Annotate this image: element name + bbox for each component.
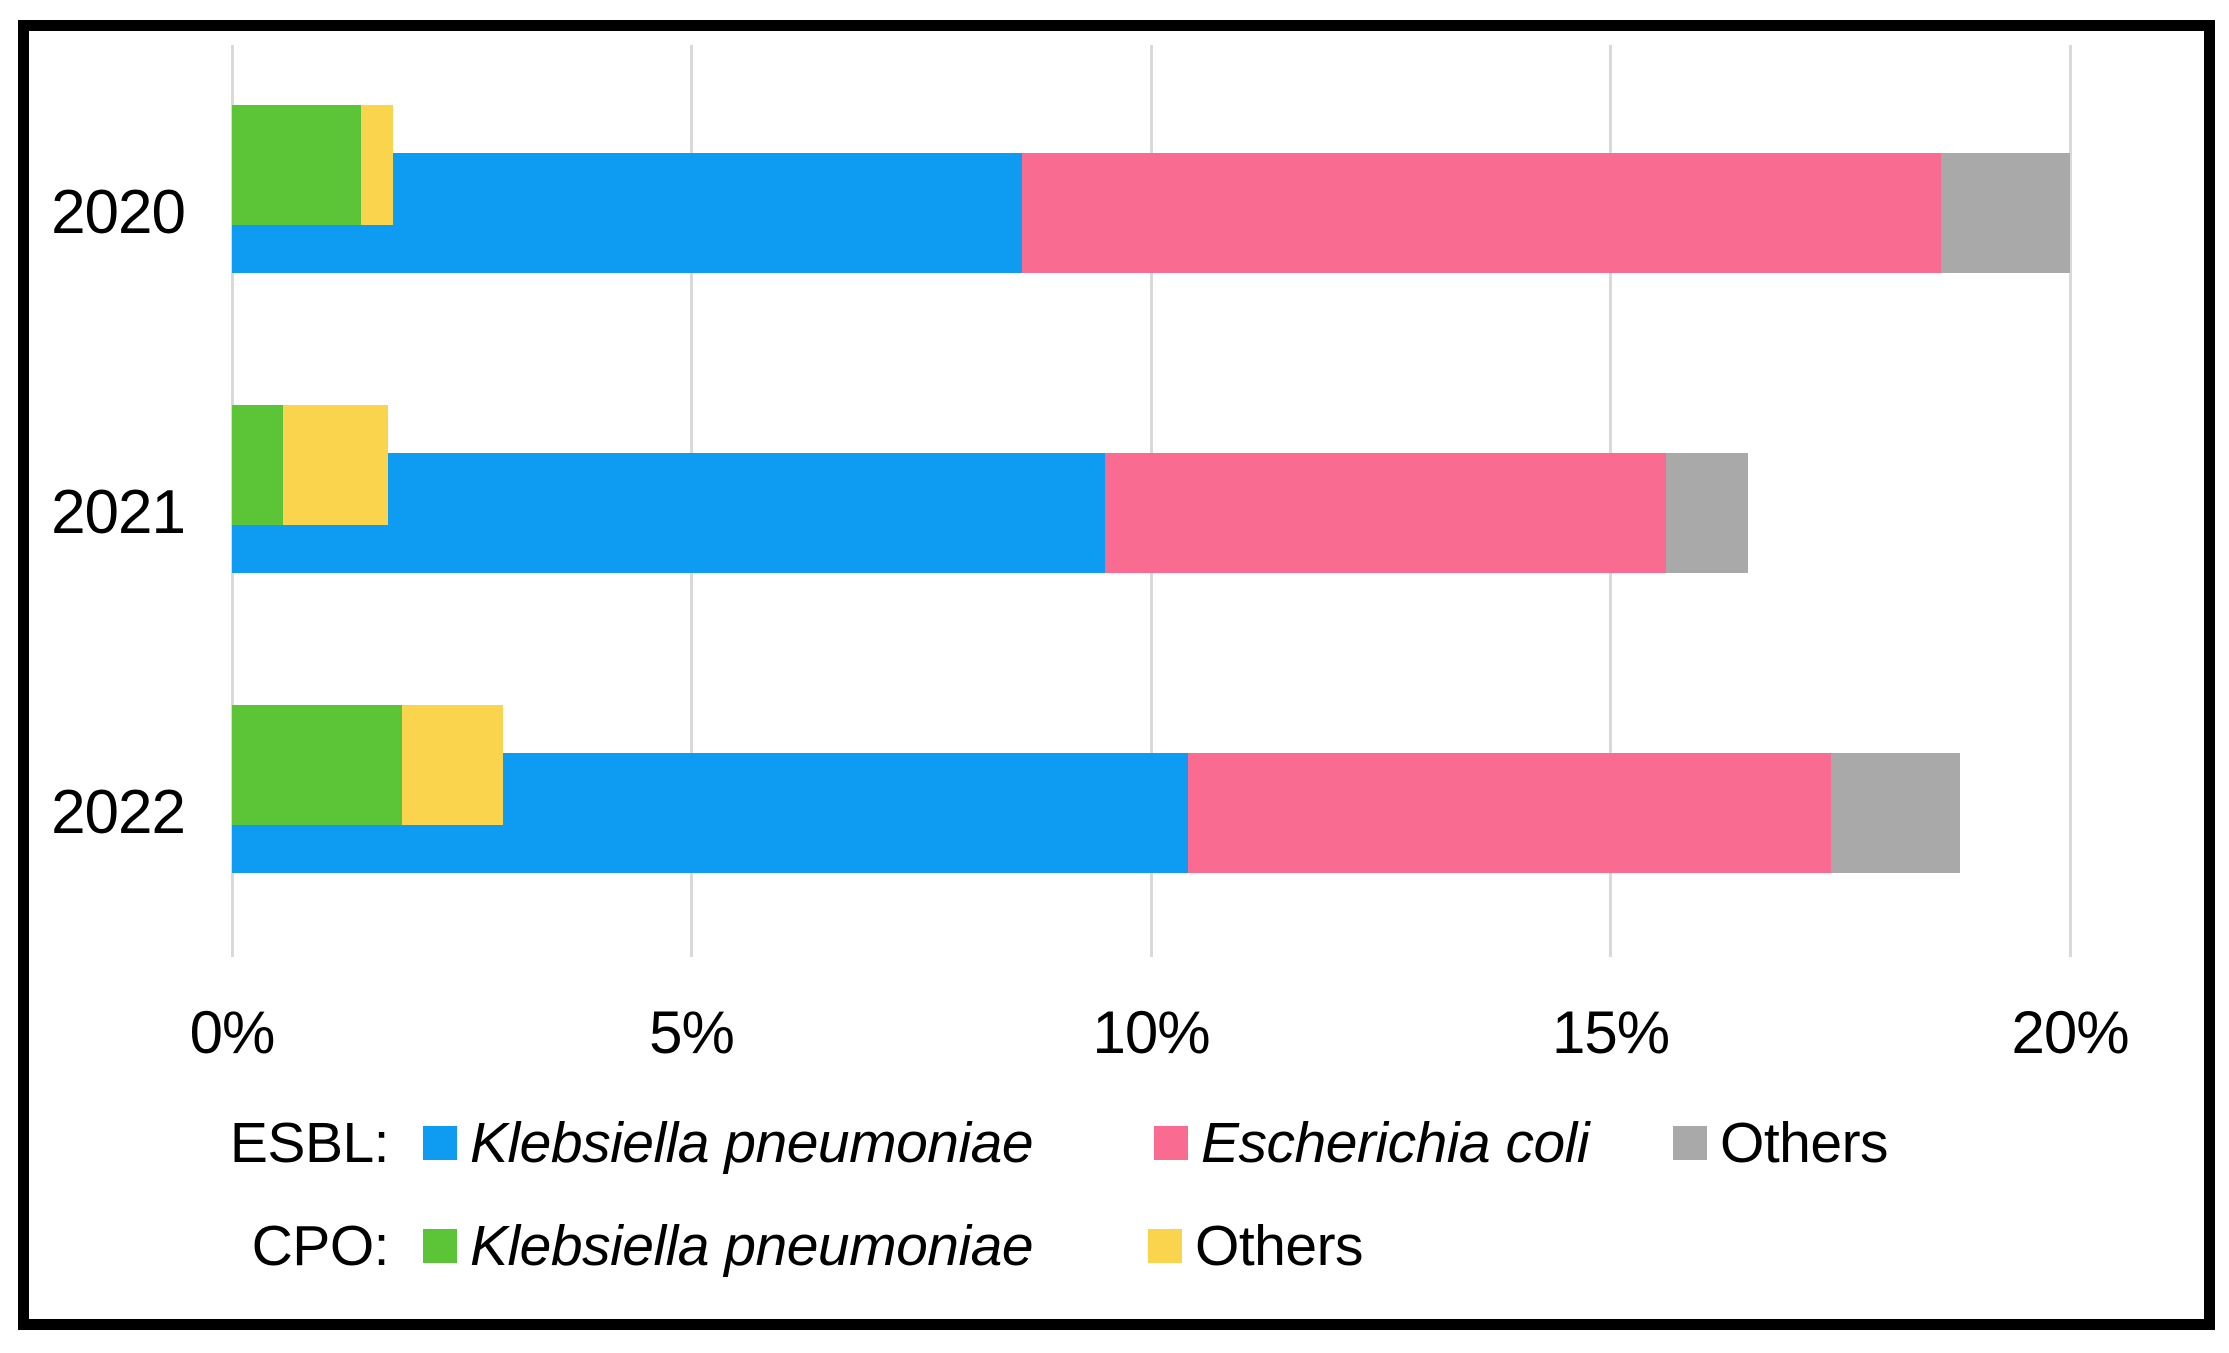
chart-border-frame [18,20,2215,1330]
year-label-2021: 2021 [51,478,186,547]
gridline-20% [2068,45,2072,957]
x-tick-label-15%: 15% [1551,999,1670,1066]
x-tick-label-0%: 0% [189,999,276,1066]
bar-cpo-others-2021 [282,405,389,525]
bar-cpo-others-2022 [402,705,504,825]
bar-esbl-escherichia-coli-2022 [1187,753,1832,873]
legend-item-label: Klebsiella pneumoniae [470,1111,1034,1175]
bar-esbl-others-2021 [1665,453,1749,573]
bar-cpo-klebsiella-pneumoniae-2022 [232,705,402,825]
legend-group-label-cpo: CPO: [251,1214,390,1278]
year-label-2020: 2020 [51,178,186,247]
legend-item-klebsiella-pneumoniae: Klebsiella pneumoniae [423,1110,1034,1176]
legend-item-escherichia-coli: Escherichia coli [1154,1110,1590,1176]
legend-swatch-escherichia-coli [1154,1126,1188,1160]
bar-esbl-escherichia-coli-2020 [1022,153,1942,273]
legend-item-label: Others [1195,1214,1364,1278]
legend-item-others: Others [1673,1110,1889,1176]
legend-swatch-klebsiella-pneumoniae [423,1229,457,1263]
bar-esbl-escherichia-coli-2021 [1105,453,1666,573]
year-label-2022: 2022 [51,778,186,847]
x-tick-label-10%: 10% [1092,999,1210,1066]
legend-item-others: Others [1148,1213,1364,1279]
bar-esbl-others-2020 [1941,153,2070,273]
legend-item-label: Others [1720,1111,1889,1175]
legend-swatch-klebsiella-pneumoniae [423,1126,457,1160]
bar-cpo-others-2020 [360,105,393,225]
legend-swatch-others [1148,1229,1182,1263]
bar-cpo-klebsiella-pneumoniae-2020 [232,105,361,225]
legend-group-label-esbl: ESBL: [229,1111,390,1175]
x-tick-label-5%: 5% [649,999,735,1066]
x-tick-label-20%: 20% [2011,999,2129,1066]
legend-item-label: Klebsiella pneumoniae [470,1214,1034,1278]
legend-row-cpo: CPO: Klebsiella pneumoniae Others [0,1213,2229,1279]
legend-row-esbl: ESBL: Klebsiella pneumoniae Escherichia c… [0,1110,2229,1176]
legend-item-label: Escherichia coli [1201,1111,1590,1175]
legend-swatch-others [1673,1126,1707,1160]
bar-esbl-others-2022 [1831,753,1960,873]
bar-cpo-klebsiella-pneumoniae-2021 [232,405,283,525]
legend-item-klebsiella-pneumoniae: Klebsiella pneumoniae [423,1213,1034,1279]
